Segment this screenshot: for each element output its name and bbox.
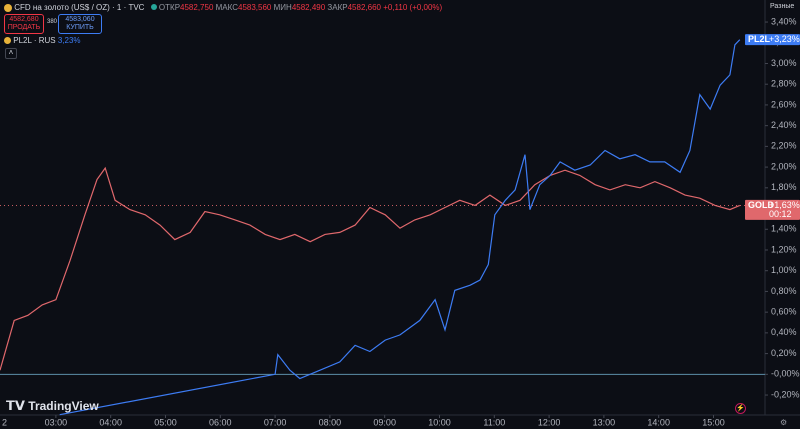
x-tick-label: 06:00	[209, 417, 232, 427]
y-tick-label: 3,40%	[771, 16, 797, 26]
buy-button[interactable]: 4583,060 КУПИТЬ	[58, 14, 102, 34]
low: 4582,490	[291, 3, 326, 12]
spread: 380	[47, 19, 58, 25]
sell-price: 4582,680	[9, 16, 39, 23]
series-line	[0, 166, 741, 371]
y-tick-label: 1,80%	[771, 182, 797, 192]
y-tick-label: -0,20%	[771, 389, 800, 399]
symbol: CFD на золото (US$ / OZ) · 1 · TVC	[14, 3, 145, 12]
y-tick-label: 1,40%	[771, 224, 797, 234]
close: 4582,660	[347, 3, 381, 12]
last-value-label: +3,23%	[769, 34, 800, 44]
buy-price: 4583,060	[65, 16, 95, 23]
close-label: ЗАКР	[327, 3, 348, 12]
open-label: ОТКР	[158, 3, 181, 12]
x-tick-label: 03:00	[45, 417, 68, 427]
x-start-label: 2	[2, 417, 7, 427]
high-label: МАКС	[215, 3, 238, 12]
series-name-label: GOLD	[748, 200, 774, 210]
y-tick-label: 2,20%	[771, 141, 797, 151]
gold-icon	[4, 3, 12, 12]
y-tick-label: 2,60%	[771, 99, 797, 109]
countdown-label: 00:12	[769, 209, 792, 219]
y-tick-label: 2,40%	[771, 120, 797, 130]
sell-label: ПРОДАТЬ	[7, 24, 41, 31]
last-value-box	[745, 199, 800, 220]
open: 4582,750	[180, 3, 214, 12]
y-tick-label: 2,00%	[771, 161, 797, 171]
settings-icon[interactable]: ⚙	[780, 418, 788, 427]
x-tick-label: 12:00	[538, 417, 561, 427]
x-tick-label: 11:00	[483, 417, 505, 427]
x-tick-label: 10:00	[428, 417, 451, 427]
y-tick-label: 1,00%	[771, 265, 797, 275]
collapse-button[interactable]: ˄	[5, 48, 17, 59]
compare-symbol: PL2L · RUS	[13, 36, 56, 45]
sell-button[interactable]: 4582,680 ПРОДАТЬ	[4, 14, 44, 34]
x-tick-label: 09:00	[373, 417, 396, 427]
x-tick-label: 04:00	[99, 417, 122, 427]
logo-text: TradingView	[28, 399, 99, 413]
change: +0,110 (+0,00%)	[383, 3, 443, 12]
status-dot	[150, 4, 157, 10]
x-tick-label: 14:00	[647, 417, 670, 427]
low-label: МИН	[273, 3, 292, 12]
y-tick-label: 2,80%	[771, 79, 797, 89]
x-tick-label: 07:00	[264, 417, 287, 427]
x-tick-label: 15:00	[702, 417, 725, 427]
last-value-box	[745, 34, 800, 46]
y-tick-label: -0,00%	[771, 369, 800, 379]
series-line	[59, 39, 741, 416]
x-tick-label: 05:00	[154, 417, 177, 427]
series-name-label: PL2L	[748, 34, 771, 44]
high: 4583,560	[238, 3, 272, 12]
last-value-label: +1,63%	[769, 200, 800, 210]
x-tick-label: 08:00	[319, 417, 342, 427]
scale-mode[interactable]: Разные	[770, 3, 795, 10]
y-tick-label: 0,60%	[771, 307, 797, 317]
x-tick-label: 13:00	[593, 417, 616, 427]
alert-icon[interactable]: ⚡	[735, 403, 746, 414]
y-tick-label: 0,80%	[771, 286, 797, 296]
buy-label: КУПИТЬ	[66, 24, 94, 31]
y-tick-label: 0,20%	[771, 348, 797, 358]
y-tick-label: 0,40%	[771, 327, 797, 337]
y-tick-label: 3,00%	[771, 58, 797, 68]
logo: 𝗧𝗩 TradingView	[6, 398, 99, 413]
compare-change: 3,23%	[57, 36, 81, 45]
compare-icon	[4, 37, 11, 45]
compare-row: PL2L · RUS 3,23%	[4, 36, 81, 45]
y-tick-label: 1,20%	[771, 244, 797, 254]
symbol-row: CFD на золото (US$ / OZ) · 1 · TVC ОТКР4…	[4, 3, 442, 12]
